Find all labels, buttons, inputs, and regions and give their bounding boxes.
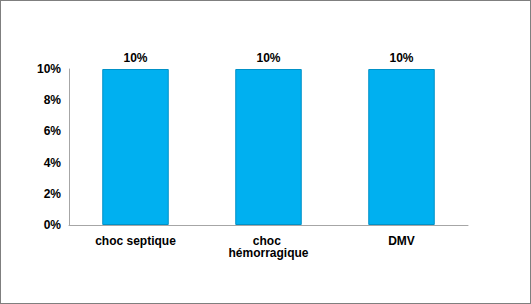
svg-text:2%: 2%: [44, 187, 62, 201]
svg-text:10%: 10%: [256, 51, 280, 65]
svg-text:hémorragique: hémorragique: [228, 246, 308, 260]
svg-text:10%: 10%: [37, 62, 61, 76]
svg-text:10%: 10%: [123, 51, 147, 65]
svg-text:choc: choc: [252, 234, 285, 248]
svg-text:8%: 8%: [44, 93, 62, 107]
svg-text:0%: 0%: [44, 218, 62, 232]
svg-text:6%: 6%: [44, 124, 62, 138]
svg-text:10%: 10%: [389, 51, 413, 65]
svg-text:4%: 4%: [44, 156, 62, 170]
svg-text:DMV: DMV: [388, 234, 415, 248]
svg-text:choc septique: choc septique: [95, 234, 176, 248]
